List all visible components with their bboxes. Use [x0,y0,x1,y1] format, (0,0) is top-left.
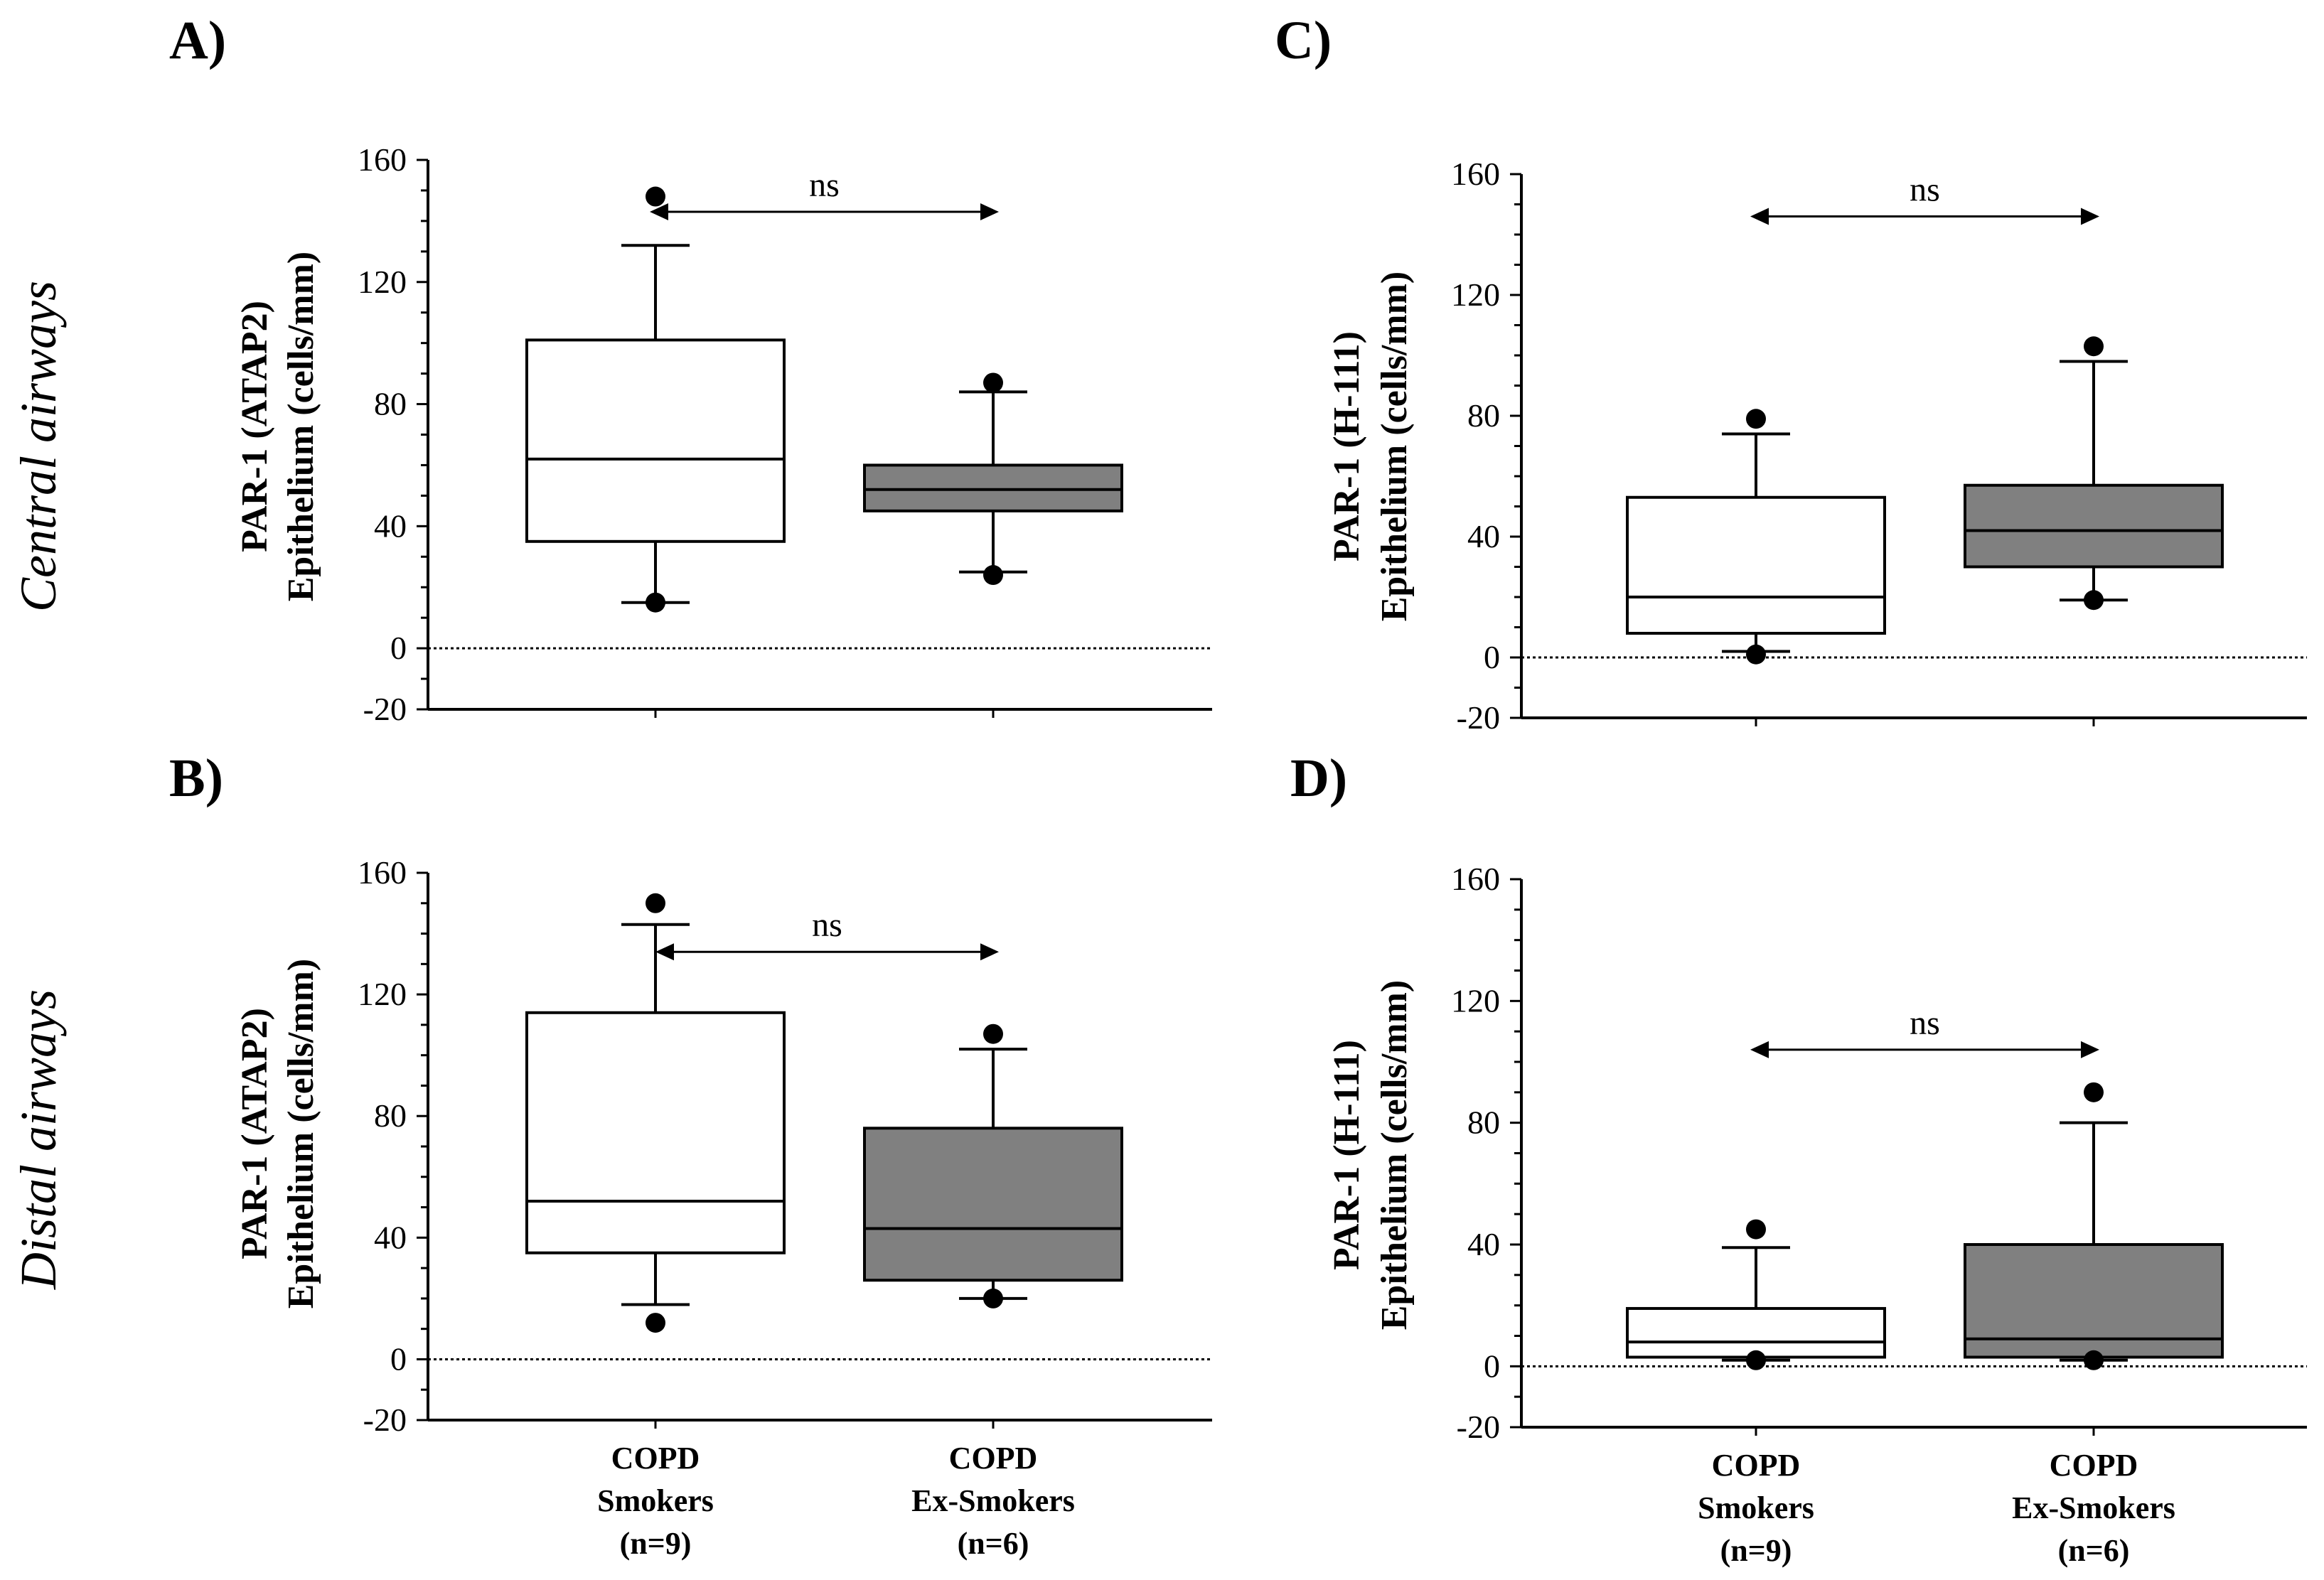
outlier-point [2084,1350,2104,1370]
y-axis-label-1: PAR-1 (ATAP2) [235,1008,275,1259]
box-iqr [863,1127,1123,1282]
outlier-point [983,1288,1003,1308]
outlier-point [2084,336,2104,357]
x-category-label: Smokers [597,1483,714,1518]
y-axis-label-2: Epithelium (cells/mm) [281,959,321,1309]
box-group-smokers [1626,409,1886,665]
y-tick-label: -20 [363,1402,407,1438]
significance-arrowhead-left [1750,1041,1769,1058]
box-group-ex-smokers [1964,1082,2224,1370]
significance-label: ns [812,906,842,944]
panel-letter-c: C) [1275,11,1332,70]
panel-letter-a: A) [169,11,226,70]
panel-a: A) PAR-1 (ATAP2) Epithelium (cells/mm) -20 0… [169,11,1212,727]
outlier-point [983,1023,1003,1044]
x-category-label: (n=9) [620,1526,692,1561]
box-iqr [1626,1306,1886,1359]
y-axis-label-2: Epithelium (cells/mm) [281,252,321,602]
y-tick-label: 0 [1484,639,1500,675]
significance-arrowhead-right [2081,1041,2099,1058]
panel-b: B) PAR-1 (ATAP2) Epithelium (cells/mm) -20 0… [169,748,1212,1561]
y-tick-label: 120 [1451,982,1500,1019]
panel-c: C) PAR-1 (H-111) Epithelium (cells/mm) -20 0… [1275,11,2307,736]
significance-label: ns [1910,171,1940,209]
x-category-label: Ex-Smokers [911,1483,1075,1518]
y-tick-label: 80 [374,386,407,422]
significance-arrowhead-right [980,943,999,961]
y-tick-label: 160 [1451,156,1500,192]
y-tick-label: -20 [1457,699,1500,736]
y-tick-label: 160 [358,854,407,891]
outlier-point [1746,1350,1766,1370]
y-tick-label: 80 [374,1097,407,1134]
box-group-ex-smokers [863,1023,1123,1308]
significance-arrowhead-left [650,203,668,221]
outlier-point [2084,1082,2104,1102]
outlier-point [646,592,665,613]
y-tick-label: 40 [1467,518,1500,554]
y-tick-label: -20 [1457,1409,1500,1445]
significance-arrowhead-left [655,943,674,961]
significance-label: ns [1910,1004,1940,1042]
y-tick-label: 0 [390,630,407,666]
y-tick-label: 40 [1467,1226,1500,1262]
row-label-central: Central airways [10,281,67,612]
box-iqr [525,338,786,543]
y-tick-label: 120 [358,264,407,300]
box-group-ex-smokers [863,372,1123,586]
outlier-point [983,565,1003,586]
outlier-point [1746,1219,1766,1240]
panel-letter-b: B) [169,748,223,808]
x-category-label: COPD [949,1441,1038,1476]
y-tick-label: 160 [358,141,407,178]
significance-arrowhead-right [980,203,999,221]
outlier-point [1746,409,1766,429]
y-axis-label-1: PAR-1 (H-111) [1327,331,1367,561]
panel-d: D) PAR-1 (H-111) Epithelium (cells/mm) -20 0… [1290,748,2307,1568]
y-tick-label: 0 [390,1340,407,1377]
box-iqr [863,463,1123,512]
y-tick-label: 0 [1484,1348,1500,1384]
row-labels: Central airways Distal airways [10,281,67,1290]
x-category-label: Ex-Smokers [2012,1490,2175,1525]
x-category-label: COPD [1712,1448,1801,1483]
box-group-smokers [525,186,786,613]
significance-label: ns [809,166,840,204]
outlier-point [646,186,665,207]
box-group-smokers [1626,1219,1886,1370]
significance-arrowhead-left [1750,208,1769,225]
x-category-label: (n=6) [958,1526,1029,1561]
box-group-smokers [525,893,786,1333]
y-tick-label: 80 [1467,1105,1500,1141]
outlier-point [2084,590,2104,611]
x-category-label: (n=9) [1720,1533,1792,1568]
x-category-label: COPD [611,1441,700,1476]
panel-letter-d: D) [1290,748,1347,808]
y-axis-label-2: Epithelium (cells/mm) [1374,980,1415,1331]
y-tick-label: 160 [1451,861,1500,897]
x-category-label: Smokers [1698,1490,1814,1525]
y-tick-label: 40 [374,1219,407,1255]
box-group-ex-smokers [1964,336,2224,611]
significance-arrowhead-right [2081,208,2099,225]
box-iqr [1626,495,1886,635]
box-iqr [1964,483,2224,569]
y-tick-label: 80 [1467,397,1500,434]
y-tick-label: 120 [358,976,407,1012]
outlier-point [983,372,1003,393]
y-tick-label: -20 [363,691,407,727]
y-axis-label-1: PAR-1 (H-111) [1327,1040,1367,1270]
x-category-label: (n=6) [2058,1533,2130,1568]
y-tick-label: 120 [1451,276,1500,313]
x-category-label: COPD [2050,1448,2138,1483]
outlier-point [646,893,665,913]
row-label-distal: Distal airways [10,989,67,1290]
y-axis-label-2: Epithelium (cells/mm) [1374,272,1415,622]
outlier-point [1746,644,1766,665]
y-tick-label: 40 [374,507,407,544]
box-iqr [525,1011,786,1254]
outlier-point [646,1313,665,1333]
y-axis-label-1: PAR-1 (ATAP2) [235,301,275,552]
